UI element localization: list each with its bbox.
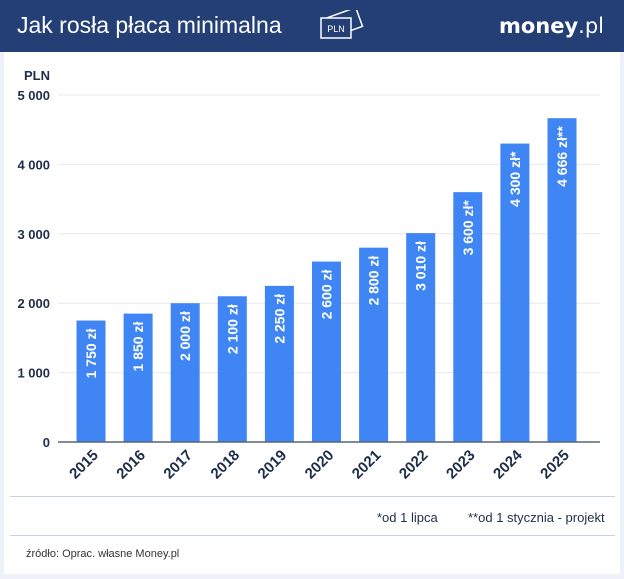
data-label: 2 250 zł	[271, 294, 287, 344]
footnote-july: *od 1 lipca	[377, 510, 438, 525]
y-tick-label: 5 000	[17, 88, 50, 103]
data-label: 4 666 zł**	[554, 126, 570, 187]
data-label: 2 000 zł	[177, 311, 193, 361]
y-tick-label: 4 000	[17, 157, 50, 172]
bar-2022	[406, 233, 436, 442]
source-text: źródło: Oprac. własne Money.pl	[26, 548, 180, 560]
data-label: 1 750 zł	[83, 328, 99, 378]
data-label: 4 300 zł*	[507, 151, 523, 207]
y-axis-label: PLN	[24, 68, 50, 83]
x-tick-label: 2016	[113, 447, 149, 483]
data-label: 3 010 zł	[413, 241, 429, 291]
header: Jak rosła płaca minimalna PLN money.pl	[0, 0, 624, 52]
data-label: 2 800 zł	[366, 256, 382, 306]
divider	[10, 496, 615, 497]
bar-2023	[453, 192, 483, 442]
bar-2020	[312, 261, 341, 442]
bar-2021	[359, 247, 389, 442]
money-pl-logo: money.pl	[498, 14, 604, 38]
banknote-label: PLN	[327, 24, 345, 34]
x-tick-label: 2021	[349, 447, 385, 483]
data-label: 3 600 zł*	[460, 200, 476, 256]
x-tick-label: 2025	[537, 447, 573, 483]
x-tick-label: 2018	[208, 447, 244, 483]
x-tick-label: 2023	[443, 447, 479, 483]
bar-2019	[264, 285, 294, 442]
x-tick-label: 2020	[302, 447, 338, 483]
y-tick-label: 0	[43, 435, 50, 450]
bar-2018	[217, 296, 247, 442]
y-tick-label: 2 000	[17, 296, 50, 311]
chart-title: Jak rosła płaca minimalna	[17, 12, 282, 38]
data-label: 2 600 zł	[319, 269, 335, 319]
bar-2017	[170, 303, 200, 442]
data-label: 2 100 zł	[224, 304, 240, 354]
bar-chart: PLN 0 1 000 2 000 3 000 4 000 5 000 1 750 zł 201…	[17, 68, 600, 483]
x-tick-label: 2017	[160, 447, 196, 483]
x-tick-label: 2022	[396, 447, 432, 483]
x-tick-label: 2019	[255, 447, 291, 483]
divider	[10, 535, 615, 536]
banknote-pln-icon: PLN	[320, 10, 364, 39]
bar-2016	[123, 313, 153, 442]
y-tick-label: 3 000	[17, 227, 50, 242]
x-tick-label: 2024	[490, 446, 526, 482]
footnote-january: **od 1 stycznia - projekt	[468, 510, 605, 525]
bar-2015	[76, 320, 106, 442]
x-tick-label: 2015	[66, 447, 102, 483]
bar-2025	[547, 118, 577, 443]
data-label: 1 850 zł	[130, 322, 146, 372]
y-tick-label: 1 000	[17, 366, 50, 381]
bar-2024	[500, 143, 530, 442]
